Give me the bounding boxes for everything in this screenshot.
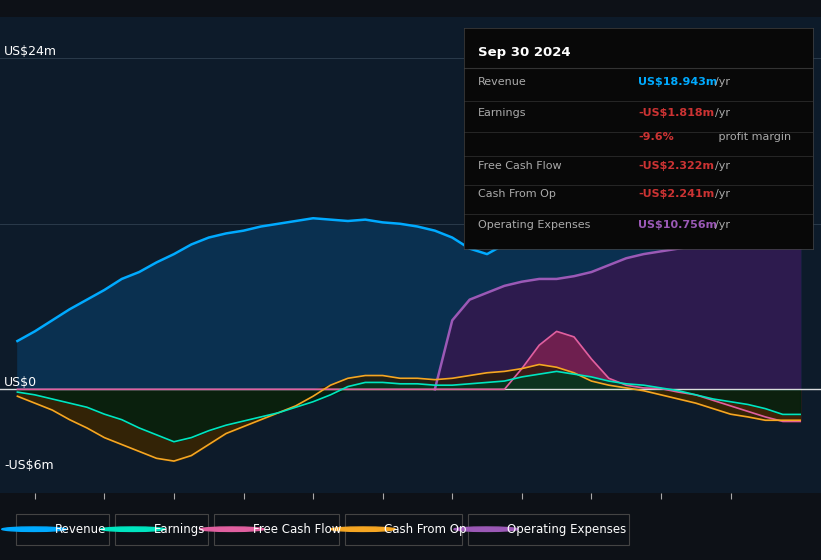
- Text: /yr: /yr: [715, 221, 730, 231]
- Text: Operating Expenses: Operating Expenses: [478, 221, 590, 231]
- Text: Sep 30 2024: Sep 30 2024: [478, 46, 571, 59]
- Text: Earnings: Earnings: [478, 108, 526, 118]
- Circle shape: [331, 527, 395, 531]
- Text: Operating Expenses: Operating Expenses: [507, 522, 626, 536]
- Text: /yr: /yr: [715, 77, 730, 87]
- Text: profit margin: profit margin: [715, 132, 791, 142]
- Text: -US$2.241m: -US$2.241m: [639, 189, 714, 199]
- Text: -US$1.818m: -US$1.818m: [639, 108, 714, 118]
- Text: -US$2.322m: -US$2.322m: [639, 161, 714, 171]
- Text: Revenue: Revenue: [55, 522, 106, 536]
- Text: Revenue: Revenue: [478, 77, 526, 87]
- Text: Free Cash Flow: Free Cash Flow: [478, 161, 562, 171]
- Text: Cash From Op: Cash From Op: [384, 522, 466, 536]
- Circle shape: [454, 527, 518, 531]
- Text: Free Cash Flow: Free Cash Flow: [253, 522, 342, 536]
- Text: Cash From Op: Cash From Op: [478, 189, 556, 199]
- Text: US$18.943m: US$18.943m: [639, 77, 718, 87]
- Text: /yr: /yr: [715, 108, 730, 118]
- Text: -9.6%: -9.6%: [639, 132, 674, 142]
- Text: -US$6m: -US$6m: [4, 459, 53, 472]
- Text: US$0: US$0: [4, 376, 37, 389]
- Text: US$24m: US$24m: [4, 45, 57, 58]
- Text: Earnings: Earnings: [154, 522, 205, 536]
- Text: US$10.756m: US$10.756m: [639, 221, 718, 231]
- Text: /yr: /yr: [715, 161, 730, 171]
- Text: /yr: /yr: [715, 189, 730, 199]
- Circle shape: [101, 527, 165, 531]
- Circle shape: [2, 527, 67, 531]
- Circle shape: [200, 527, 264, 531]
